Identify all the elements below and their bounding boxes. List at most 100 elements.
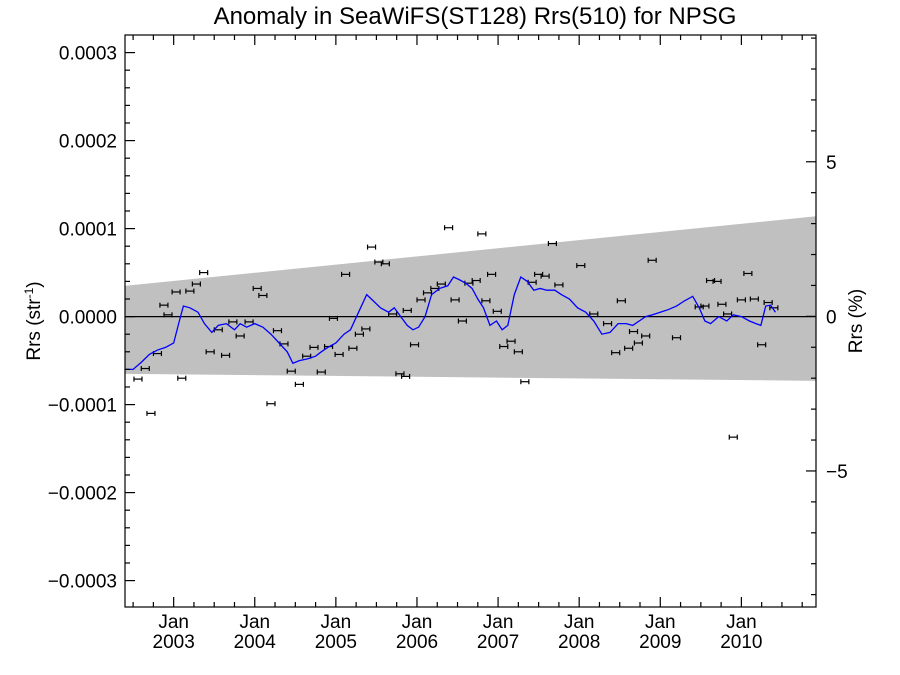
x-tick-label-month: Jan: [726, 612, 757, 633]
plot-frame: [124, 34, 817, 608]
y2-tick-label: 0: [826, 307, 837, 328]
data-point: [159, 302, 169, 308]
data-point: [499, 344, 509, 350]
y-tick-label: 0.0003: [59, 44, 117, 65]
data-point: [728, 434, 738, 440]
data-point: [633, 340, 643, 346]
data-point: [628, 329, 639, 335]
x-tick-label-month: Jan: [483, 612, 514, 633]
axis-ticks: 0.0003 0.0002 0.0001 0.0000 −0.0001 −0.0002 −0…: [48, 35, 848, 653]
y-tick-label: −0.0002: [48, 484, 117, 505]
data-point: [177, 375, 187, 381]
data-point: [361, 326, 371, 332]
data-point: [477, 231, 487, 237]
data-point: [576, 263, 586, 269]
data-point: [409, 342, 420, 348]
data-point: [624, 345, 634, 351]
data-point: [334, 351, 344, 357]
data-point: [244, 319, 254, 325]
data-point: [611, 350, 621, 356]
x-tick-label-month: Jan: [564, 612, 595, 633]
x-tick-label-month: Jan: [321, 612, 352, 633]
data-point: [228, 319, 238, 325]
data-point: [341, 271, 351, 277]
data-point: [191, 281, 201, 287]
data-point: [171, 289, 181, 295]
data-point: [671, 335, 682, 341]
y-axis-label-superscript: -1: [22, 287, 36, 298]
uncertainty-band: [125, 216, 816, 381]
smoothed-line: [125, 275, 776, 371]
data-point: [272, 328, 283, 334]
data-point: [743, 270, 753, 276]
data-point: [757, 342, 767, 348]
data-point: [506, 338, 516, 344]
data-point: [520, 379, 530, 385]
data-point: [146, 410, 156, 416]
data-point: [235, 333, 245, 339]
data-point: [294, 381, 304, 387]
data-point: [700, 303, 710, 309]
data-point: [252, 285, 262, 291]
plot-area: 0.0003 0.0002 0.0001 0.0000 −0.0001 −0.0002 −0…: [48, 34, 848, 653]
data-point: [513, 349, 523, 355]
data-point: [481, 298, 491, 304]
data-points: [133, 225, 779, 440]
x-tick-label-year: 2004: [234, 632, 277, 653]
data-point: [163, 312, 173, 318]
y-axis-label: Rrs (str-1): [22, 281, 45, 360]
y2-tick-label: 5: [826, 153, 837, 174]
data-point: [763, 300, 773, 306]
data-point: [602, 321, 613, 327]
data-point: [185, 288, 195, 294]
data-point: [199, 270, 209, 276]
data-point: [395, 371, 405, 377]
data-point: [547, 241, 558, 247]
data-point: [133, 376, 143, 382]
x-tick-label-year: 2006: [396, 632, 438, 653]
data-point: [140, 366, 150, 372]
data-point: [540, 273, 550, 279]
x-tick-label-month: Jan: [239, 612, 270, 633]
data-point: [258, 292, 268, 298]
y-axis-label-tail: ): [24, 281, 45, 287]
data-point: [266, 401, 276, 407]
data-point: [401, 373, 411, 379]
data-point: [328, 315, 339, 321]
data-point: [647, 257, 657, 263]
data-point: [316, 369, 326, 375]
data-point: [457, 318, 467, 324]
data-point: [416, 297, 426, 303]
data-point: [205, 349, 215, 355]
data-point: [402, 307, 412, 313]
data-point: [444, 225, 454, 231]
x-tick-label-month: Jan: [158, 612, 189, 633]
x-tick-label-year: 2003: [153, 632, 195, 653]
y2-axis-label: Rrs (%): [846, 289, 867, 353]
x-tick-label-year: 2007: [477, 632, 519, 653]
data-point: [749, 296, 759, 302]
x-tick-label-year: 2005: [315, 632, 357, 653]
data-point: [769, 305, 779, 311]
data-point: [220, 352, 231, 358]
y2-tick-label: −5: [826, 462, 848, 483]
y-tick-label: 0.0001: [59, 220, 117, 241]
x-tick-label-month: Jan: [645, 612, 676, 633]
data-point: [486, 271, 497, 277]
data-point: [380, 261, 390, 267]
data-point: [354, 331, 364, 337]
data-point: [717, 301, 727, 307]
data-point: [492, 308, 502, 314]
chart-title: Anomaly in SeaWiFS(ST128) Rrs(510) for N…: [214, 3, 737, 30]
data-point: [366, 244, 377, 250]
x-tick-label-month: Jan: [402, 612, 433, 633]
y-tick-label: 0.0002: [59, 132, 117, 153]
data-point: [348, 345, 358, 351]
data-point: [616, 298, 626, 304]
data-point: [712, 278, 722, 284]
y-tick-label: 0.0000: [59, 308, 117, 329]
data-point: [286, 368, 296, 374]
y-axis-label-main: Rrs (str: [24, 298, 45, 361]
data-point: [309, 344, 319, 350]
